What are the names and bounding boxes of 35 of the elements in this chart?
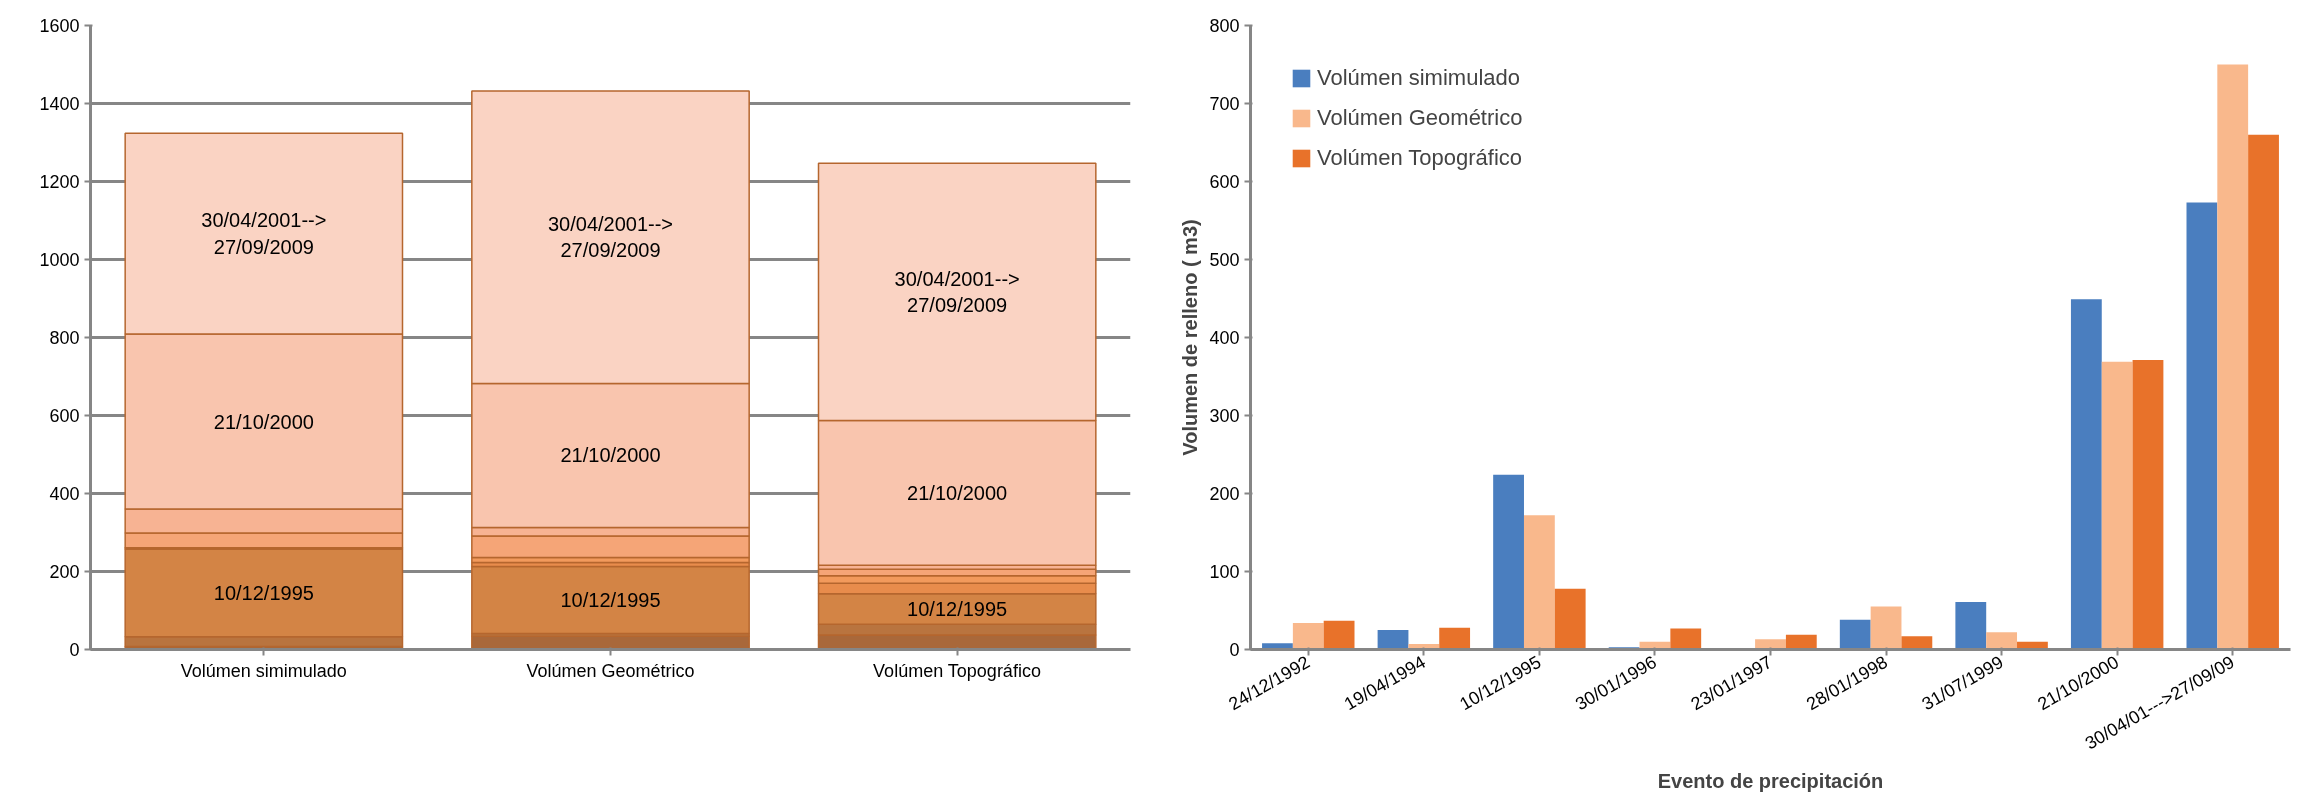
y-axis-title: Volumen de relleno ( m3) [1179,219,1202,456]
text: 21/10/2000 [907,481,1008,504]
y-tick-label: 300 [1209,406,1240,426]
y-tick-label: 800 [1209,16,1240,36]
text: 30/04/2001--> 27/09/2009 [201,209,327,258]
text: 30/04/2001--> 27/09/2009 [547,213,674,262]
y-tick-label: 1600 [39,16,80,36]
text: 10/12/1995 [560,588,661,611]
y-tick-label: 600 [1209,172,1240,192]
legend-label: Volúmen Topográfico [1317,145,1523,171]
y-tick-label: 1200 [39,172,80,192]
series-label: 10/12/1995 [907,597,1008,620]
x-tick-label: Volúmen Geométrico [526,660,695,681]
y-tick-label: 200 [49,562,80,582]
y-tick-label: 1000 [39,250,80,270]
y-tick-label: 200 [1209,484,1240,504]
series-label: 21/10/2000 [560,444,661,467]
y-tick-label: 1400 [39,94,80,114]
legend-label: Volúmen simimulado [1317,65,1520,91]
y-tick-label: 800 [49,328,80,348]
x-tick-label: Volúmen simimulado [180,660,347,681]
y-tick-label: 400 [49,484,80,504]
y-tick-label: 600 [49,406,80,426]
text: 10/12/1995 [213,581,314,604]
y-tick-label: 400 [1209,328,1240,348]
y-tick-label: 0 [69,640,80,660]
x-axis-title: Evento de precipitación [1657,770,1884,793]
y-tick-label: 100 [1209,562,1240,582]
y-tick-label: 0 [1229,640,1240,660]
x-tick-label: Volúmen Topográfico [873,660,1041,681]
series-label: 30/04/2001--> 27/09/2009 [894,267,1020,317]
y-tick-label: 500 [1209,250,1240,270]
y-tick-label: 700 [1209,94,1240,114]
text: 21/10/2000 [213,410,314,433]
legend-label: Volúmen Geométrico [1317,105,1523,131]
